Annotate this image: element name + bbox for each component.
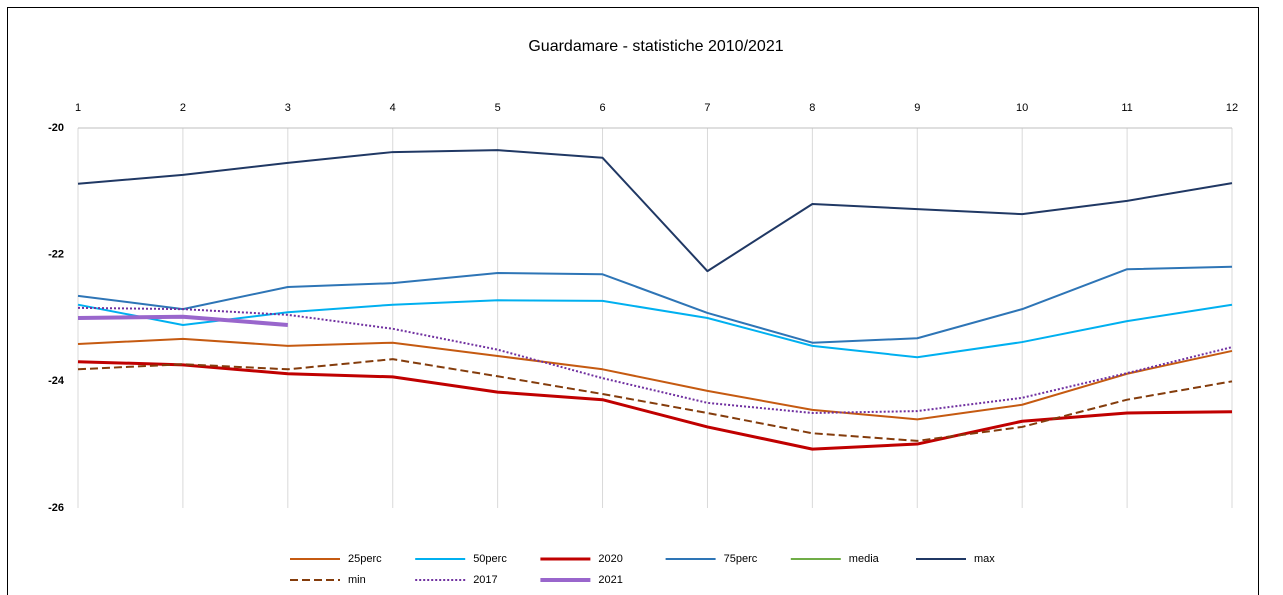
x-tick-label: 8 [809, 102, 815, 114]
legend-label: 50perc [473, 553, 507, 565]
legend-label: max [974, 553, 995, 565]
legend-label: 2021 [598, 574, 622, 586]
series-line [77, 314, 288, 327]
x-tick-label: 12 [1226, 102, 1238, 114]
x-tick-label: 5 [495, 102, 501, 114]
x-tick-label: 10 [1016, 102, 1028, 114]
legend-label: min [348, 574, 366, 586]
y-tick-label: -24 [48, 375, 65, 387]
y-tick-label: -20 [48, 122, 64, 134]
series-line [77, 149, 1233, 273]
x-tick-label: 2 [180, 102, 186, 114]
y-tick-label: -26 [48, 502, 64, 514]
series-line [77, 265, 1233, 344]
x-tick-label: 3 [285, 102, 291, 114]
legend-label: 25perc [348, 553, 382, 565]
series-line [77, 360, 1233, 451]
legend-label: media [849, 553, 880, 565]
x-tick-label: 9 [914, 102, 920, 114]
series-line [77, 358, 1233, 442]
x-tick-label: 11 [1121, 102, 1132, 114]
y-tick-label: -22 [48, 249, 64, 261]
series-line [77, 306, 1233, 414]
series-line [77, 337, 1233, 421]
x-tick-label: 6 [599, 102, 605, 114]
x-tick-label: 4 [390, 102, 396, 114]
legend-label: 75perc [724, 553, 758, 565]
x-tick-label: 7 [704, 102, 710, 114]
legend-label: 2017 [473, 574, 497, 586]
chart-frame [7, 7, 1259, 595]
chart-title: Guardamare - statistiche 2010/2021 [528, 38, 783, 55]
legend-label: 2020 [598, 553, 622, 565]
x-tick-label: 1 [75, 102, 81, 114]
